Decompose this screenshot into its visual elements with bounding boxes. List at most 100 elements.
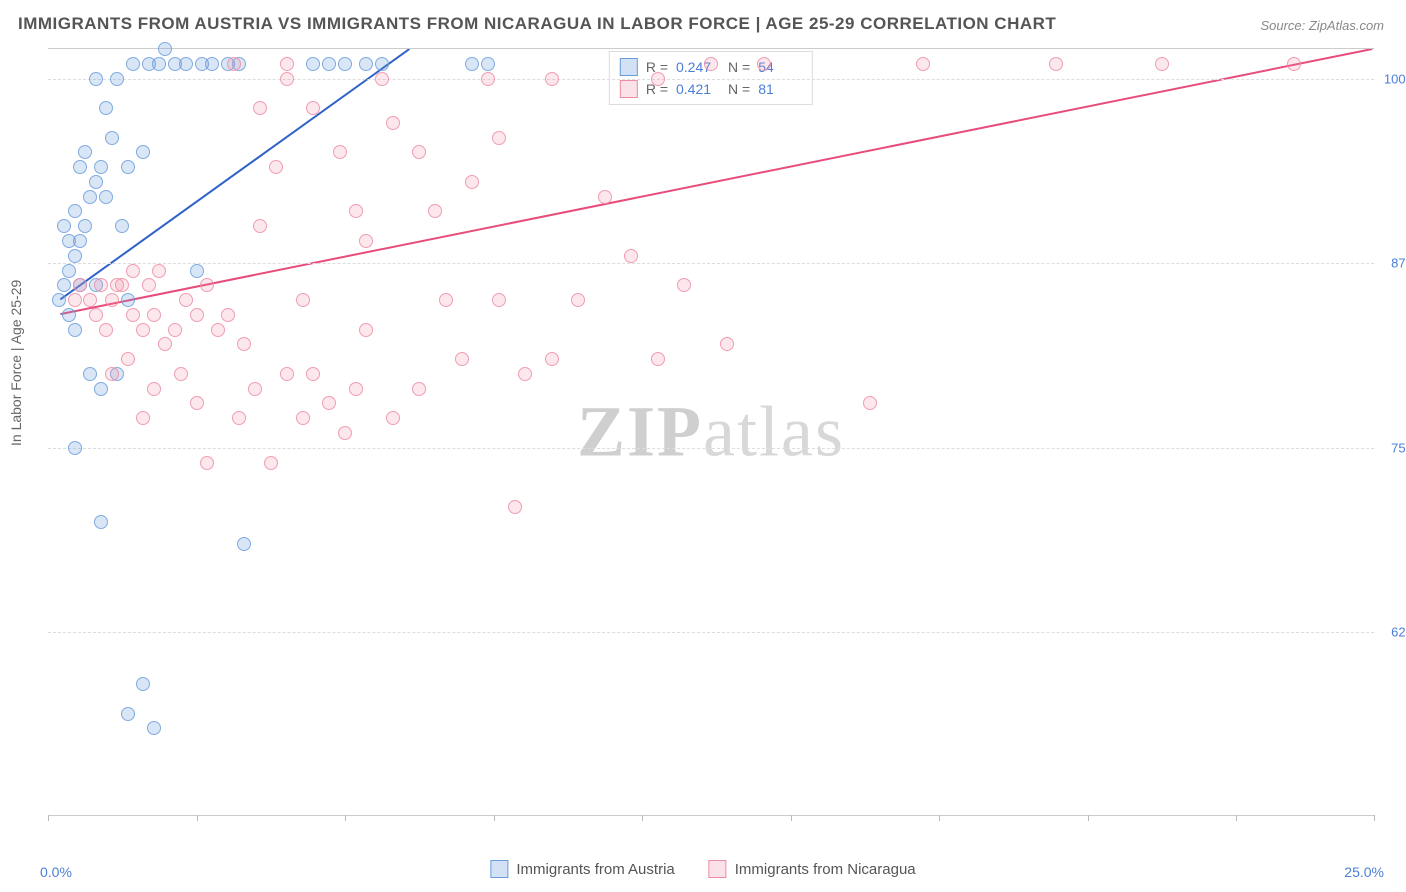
legend-series-label: Immigrants from Austria bbox=[516, 861, 674, 878]
gridline bbox=[48, 448, 1374, 449]
austria-point bbox=[68, 323, 82, 337]
austria-point bbox=[359, 57, 373, 71]
nicaragua-point bbox=[269, 160, 283, 174]
nicaragua-point bbox=[174, 367, 188, 381]
nicaragua-point bbox=[349, 204, 363, 218]
austria-point bbox=[94, 382, 108, 396]
nicaragua-point bbox=[227, 57, 241, 71]
nicaragua-point bbox=[359, 234, 373, 248]
nicaragua-point bbox=[147, 308, 161, 322]
austria-trend-line bbox=[60, 49, 409, 299]
y-tick-label: 75.0% bbox=[1391, 440, 1406, 455]
austria-point bbox=[136, 145, 150, 159]
nicaragua-point bbox=[221, 308, 235, 322]
y-tick-label: 62.5% bbox=[1391, 625, 1406, 640]
x-tick bbox=[939, 815, 940, 821]
austria-point bbox=[94, 515, 108, 529]
nicaragua-point bbox=[264, 456, 278, 470]
nicaragua-point bbox=[306, 101, 320, 115]
nicaragua-point bbox=[232, 411, 246, 425]
nicaragua-point bbox=[338, 426, 352, 440]
nicaragua-point bbox=[280, 72, 294, 86]
gridline bbox=[48, 79, 1374, 80]
austria-point bbox=[57, 278, 71, 292]
nicaragua-point bbox=[237, 337, 251, 351]
austria-point bbox=[89, 175, 103, 189]
x-tick bbox=[494, 815, 495, 821]
nicaragua-point bbox=[439, 293, 453, 307]
x-tick bbox=[791, 815, 792, 821]
austria-point bbox=[57, 219, 71, 233]
legend-series: Immigrants from Austria Immigrants from N… bbox=[490, 860, 915, 878]
nicaragua-point bbox=[147, 382, 161, 396]
trend-lines-svg bbox=[48, 49, 1374, 815]
legend-series-item: Immigrants from Nicaragua bbox=[709, 860, 916, 878]
nicaragua-point bbox=[248, 382, 262, 396]
nicaragua-point bbox=[545, 352, 559, 366]
nicaragua-point bbox=[152, 264, 166, 278]
nicaragua-point bbox=[651, 72, 665, 86]
watermark: ZIPatlas bbox=[577, 391, 845, 474]
watermark-zip: ZIP bbox=[577, 392, 703, 472]
nicaragua-point bbox=[720, 337, 734, 351]
nicaragua-point bbox=[545, 72, 559, 86]
nicaragua-point bbox=[481, 72, 495, 86]
nicaragua-point bbox=[83, 293, 97, 307]
austria-point bbox=[152, 57, 166, 71]
x-tick bbox=[48, 815, 49, 821]
nicaragua-point bbox=[200, 278, 214, 292]
x-axis-max-label: 25.0% bbox=[1344, 864, 1384, 880]
austria-point bbox=[83, 367, 97, 381]
n-label: N = bbox=[728, 56, 750, 78]
nicaragua-point bbox=[863, 396, 877, 410]
n-label: N = bbox=[728, 78, 750, 100]
austria-point bbox=[73, 234, 87, 248]
austria-point bbox=[83, 190, 97, 204]
nicaragua-point bbox=[306, 367, 320, 381]
legend-swatch bbox=[490, 860, 508, 878]
nicaragua-point bbox=[253, 101, 267, 115]
austria-point bbox=[465, 57, 479, 71]
nicaragua-point bbox=[280, 57, 294, 71]
austria-point bbox=[158, 42, 172, 56]
nicaragua-point bbox=[1287, 57, 1301, 71]
nicaragua-point bbox=[296, 293, 310, 307]
source-attribution: Source: ZipAtlas.com bbox=[1260, 18, 1384, 33]
x-tick bbox=[642, 815, 643, 821]
nicaragua-point bbox=[704, 57, 718, 71]
austria-point bbox=[99, 190, 113, 204]
nicaragua-point bbox=[428, 204, 442, 218]
nicaragua-point bbox=[916, 57, 930, 71]
x-tick bbox=[1088, 815, 1089, 821]
austria-point bbox=[62, 264, 76, 278]
nicaragua-point bbox=[1049, 57, 1063, 71]
austria-point bbox=[52, 293, 66, 307]
n-value: 81 bbox=[758, 78, 802, 100]
y-tick-label: 87.5% bbox=[1391, 256, 1406, 271]
nicaragua-point bbox=[333, 145, 347, 159]
nicaragua-point bbox=[492, 293, 506, 307]
nicaragua-point bbox=[190, 396, 204, 410]
y-tick-label: 100.0% bbox=[1384, 71, 1406, 86]
legend-swatch bbox=[709, 860, 727, 878]
austria-point bbox=[147, 721, 161, 735]
nicaragua-point bbox=[359, 323, 373, 337]
x-axis-min-label: 0.0% bbox=[40, 864, 72, 880]
austria-point bbox=[322, 57, 336, 71]
legend-series-item: Immigrants from Austria bbox=[490, 860, 674, 878]
nicaragua-point bbox=[571, 293, 585, 307]
legend-swatch bbox=[620, 58, 638, 76]
nicaragua-point bbox=[126, 264, 140, 278]
austria-point bbox=[78, 145, 92, 159]
nicaragua-point bbox=[322, 396, 336, 410]
nicaragua-point bbox=[492, 131, 506, 145]
nicaragua-point bbox=[412, 382, 426, 396]
austria-point bbox=[306, 57, 320, 71]
x-tick bbox=[197, 815, 198, 821]
austria-point bbox=[68, 204, 82, 218]
nicaragua-point bbox=[200, 456, 214, 470]
nicaragua-point bbox=[280, 367, 294, 381]
gridline bbox=[48, 263, 1374, 264]
austria-point bbox=[73, 160, 87, 174]
nicaragua-point bbox=[168, 323, 182, 337]
